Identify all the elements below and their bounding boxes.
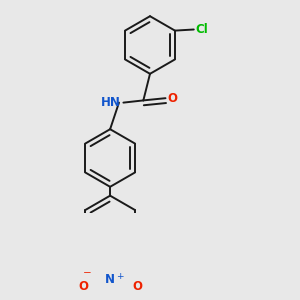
Text: Cl: Cl <box>195 23 208 36</box>
Text: O: O <box>78 280 88 293</box>
Text: O: O <box>132 280 142 293</box>
Text: HN: HN <box>101 96 121 109</box>
Text: +: + <box>116 272 123 281</box>
Text: N: N <box>105 273 115 286</box>
Text: −: − <box>82 268 91 278</box>
Text: O: O <box>168 92 178 105</box>
